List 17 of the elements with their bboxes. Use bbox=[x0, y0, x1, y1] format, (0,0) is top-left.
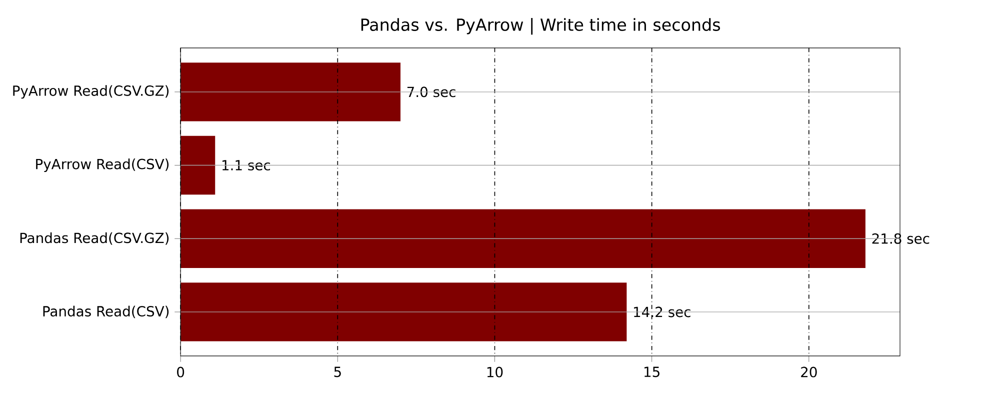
x-tick-label: 20 bbox=[801, 366, 817, 378]
bar bbox=[180, 209, 866, 268]
x-tick-label: 10 bbox=[487, 366, 503, 378]
y-tick-label: Pandas Read(CSV) bbox=[43, 306, 169, 318]
bar bbox=[180, 62, 400, 122]
chart-title: Pandas vs. PyArrow | Write time in seconds bbox=[361, 18, 720, 35]
bar bbox=[180, 136, 216, 195]
y-tick-label: Pandas Read(CSV.GZ) bbox=[20, 232, 169, 245]
y-tick-label: PyArrow Read(CSV.GZ) bbox=[13, 85, 169, 99]
data-label: 1.1 sec bbox=[222, 160, 270, 170]
data-label: 7.0 sec bbox=[407, 86, 456, 98]
bar bbox=[180, 282, 627, 342]
y-tick-label: PyArrow Read(CSV) bbox=[36, 158, 169, 172]
data-label: 14.2 sec bbox=[634, 306, 690, 318]
x-tick-label: 5 bbox=[334, 366, 341, 378]
x-tick-label: 0 bbox=[177, 366, 184, 378]
x-tick-label: 15 bbox=[644, 366, 660, 378]
